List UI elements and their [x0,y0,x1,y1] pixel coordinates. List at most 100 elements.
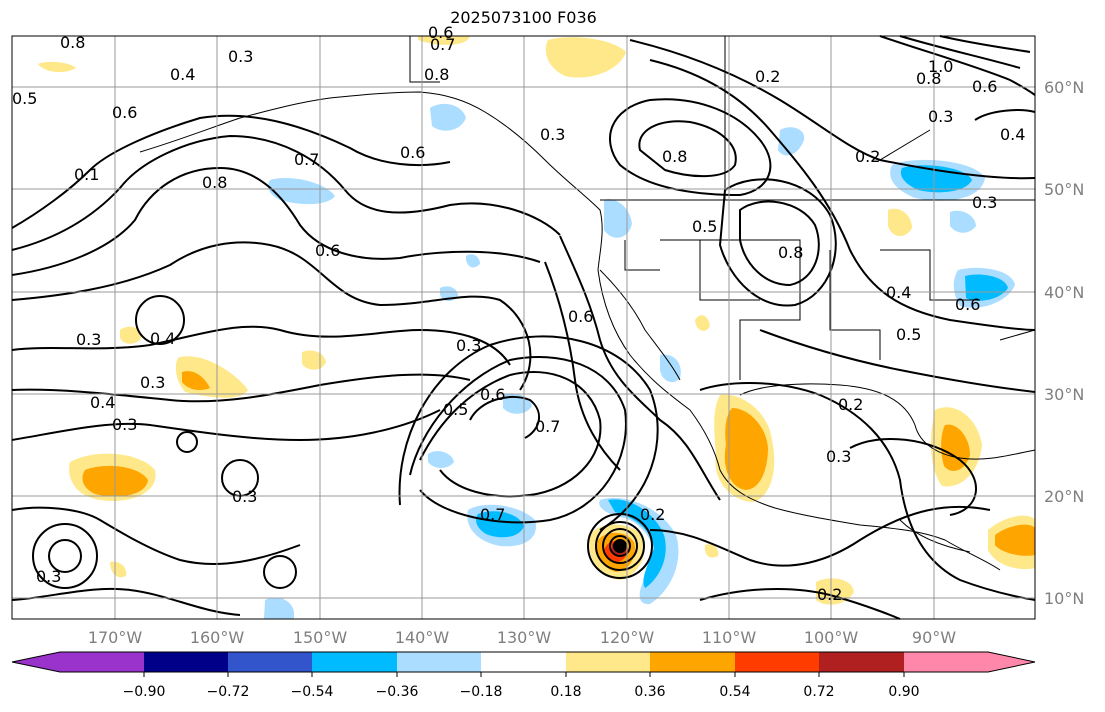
contour-line [629,39,1036,180]
lon-tick-label: 110°W [702,628,757,647]
contour-line [11,134,561,251]
shade-negative [604,199,632,238]
contour-label: 0.4 [1000,125,1025,144]
map-frame [11,35,1036,620]
shade-negative [476,511,524,538]
lat-tick-label: 10°N [1044,589,1084,608]
contour-line [48,539,82,573]
colorbar-tick-label: 0.54 [719,684,750,700]
contour-label: 0.7 [430,35,455,54]
longitude-ticks: 170°W 160°W 150°W 140°W 130°W 120°W 110°… [88,628,956,647]
shade-negative [268,177,335,205]
contour-label: 0.6 [972,77,997,96]
shade-positive [695,315,710,331]
lon-tick-label: 130°W [497,628,552,647]
shade-negative [466,254,480,268]
contour-line [879,35,1036,96]
contour-line [11,241,532,391]
shaded-regions [38,36,1035,619]
coastlines [139,36,1036,571]
graticule [12,36,1035,619]
contour-line [11,166,541,276]
shade-negative [430,103,466,131]
colorbar-segment [144,652,228,672]
contour-label: 0.6 [955,295,980,314]
contour-line [595,521,645,571]
shade-positive [120,326,142,344]
colorbar-tick-label: 0.90 [888,684,919,700]
contour-label: 0.3 [76,330,101,349]
colorbar-segment [60,652,144,672]
contour-line [409,356,627,524]
shade-negative [608,499,666,588]
contour-label: 0.3 [140,373,165,392]
contour-label: 0.2 [838,395,863,414]
colorbar-outline [11,651,1036,673]
contour-label: 0.3 [36,567,61,586]
shade-positive [888,208,912,237]
coastline [880,249,980,301]
contour-line [176,431,198,453]
contour-label: 0.3 [456,336,481,355]
contour-label: 0.2 [817,585,842,604]
contour-label: 0.6 [568,307,593,326]
coastline [739,383,1036,460]
coastline [699,240,760,301]
contour-label: 0.8 [424,65,449,84]
contour-label: 0.4 [90,393,115,412]
contour-line [699,587,901,620]
shade-positive [995,524,1035,556]
contour-label: 0.2 [855,147,880,166]
shade-negative [660,354,681,383]
lat-tick-label: 40°N [1044,283,1084,302]
contour-label: 0.8 [60,33,85,52]
contour-label: 0.8 [202,173,227,192]
lon-tick-label: 140°W [395,628,450,647]
shade-positive [724,408,768,490]
contour-label: 0.3 [112,415,137,434]
colorbar-tick-label: 0.18 [550,684,581,700]
contour-line [11,325,511,366]
contour-label: 1.0 [928,57,953,76]
contour-label: 0.5 [896,325,921,344]
contour-line [11,506,301,565]
colorbar-segment [481,652,566,672]
contour-line [602,528,638,564]
shade-positive [418,36,470,45]
contour-label: 0.8 [778,243,803,262]
shade-positive [110,561,127,578]
contour-label: 0.7 [294,150,319,169]
coastline [999,329,1036,341]
coastline [899,519,971,553]
colorbar-ticks [143,672,905,677]
contour-label: 0.6 [112,103,137,122]
colorbar-extend-max [988,652,1035,672]
colorbar-tick-label: −0.36 [376,684,419,700]
colorbar-segment [650,652,735,672]
contour-label: 0.6 [315,241,340,260]
contour-label: 0.2 [640,505,665,524]
contour-line [739,200,820,287]
shade-positive [182,371,210,390]
contour-label: 0.5 [12,89,37,108]
contour-line [638,120,737,178]
contour-label: 0.6 [428,23,453,42]
contour-line [135,295,185,345]
contour-label: 0.4 [886,283,911,302]
lon-tick-label: 160°W [190,628,245,647]
lon-tick-label: 90°W [912,628,956,647]
contour-line [649,59,1036,331]
contour-line [939,35,1031,53]
contour-line [974,109,1036,121]
contour-label: 0.6 [400,143,425,162]
contour-line [849,438,977,516]
contour-label: 0.3 [928,107,953,126]
contour-line [609,98,772,197]
contour-line [469,395,540,439]
contour-line [11,587,241,616]
shade-positive [704,544,719,558]
contour-label: 0.8 [662,147,687,166]
shade-negative [428,451,454,468]
contour-line [11,114,451,229]
